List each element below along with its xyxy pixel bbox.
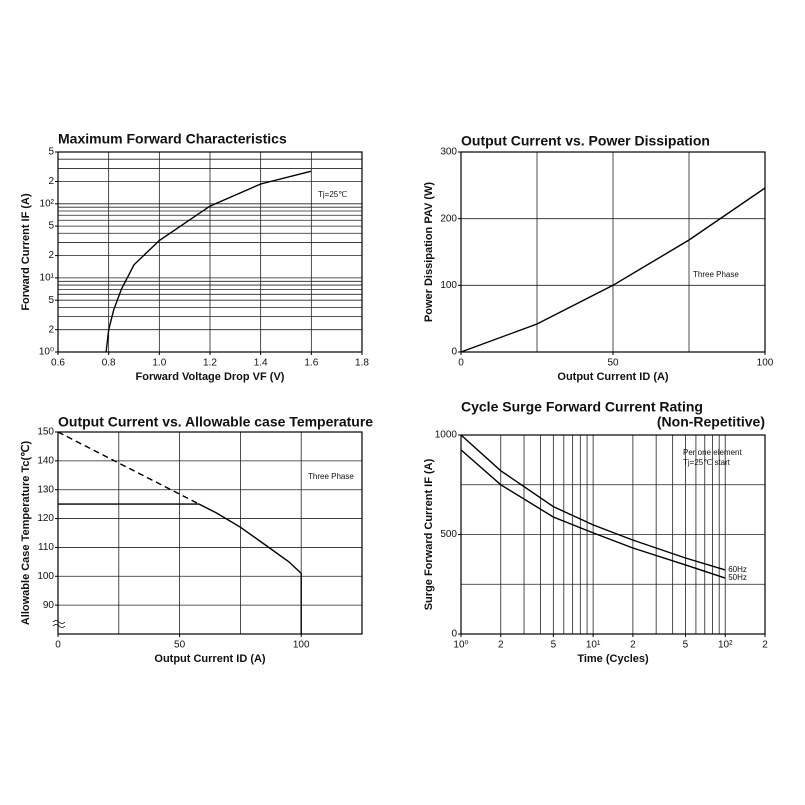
axis-break [52,620,66,628]
chart-title: Maximum Forward Characteristics [58,131,287,147]
y-tick-label: 300 [440,147,457,158]
y-tick-label: 5 [48,221,54,232]
x-axis-label: Output Current ID (A) [154,653,266,665]
y-tick-label: 100 [37,571,54,582]
y-tick-label: 500 [440,529,457,540]
annotation: Three Phase [308,472,354,481]
x-tick-label: 1.6 [304,358,318,369]
x-tick-label: 0 [458,358,464,369]
plot-frame [57,431,363,635]
y-axis-label: Allowable Case Temperature Tc(℃) [20,441,32,626]
y-tick-label: 110 [38,542,54,553]
series-label: 50Hz [728,573,747,582]
x-tick-label: 2 [762,640,768,651]
y-tick-label: 2 [48,176,54,187]
x-tick-label: 0.8 [102,358,116,369]
x-tick-label: 2 [498,640,504,651]
x-tick-label: 50 [174,640,186,651]
annotation: Tj=25℃ start [683,458,731,467]
y-axis-label: Power Dissipation PAV (W) [423,182,435,322]
y-tick-label: 140 [37,455,54,466]
x-tick-label: 1.8 [355,358,369,369]
x-tick-label: 1.4 [254,358,268,369]
chart-title: Cycle Surge Forward Current Rating [461,399,703,415]
y-tick-label: 120 [37,513,54,524]
y-tick-label: 5 [48,147,54,158]
x-tick-label: 50 [607,358,619,369]
annotation: Per one element [683,448,742,457]
series-line [58,503,302,634]
x-tick-label: 2 [630,640,636,651]
series-line [460,449,726,579]
y-tick-label: 0 [451,629,457,640]
x-tick-label: 5 [683,640,689,651]
series-line [460,434,726,571]
x-tick-label: 0.6 [51,358,65,369]
x-tick-label: 10² [718,640,733,651]
y-tick-label: 2 [48,250,54,261]
y-tick-label: 1000 [435,430,458,441]
chart-title: Output Current vs. Power Dissipation [461,133,710,149]
y-tick-label: 2 [48,324,54,335]
y-tick-label: 150 [37,427,54,438]
x-tick-label: 10¹ [586,640,601,651]
series-label: 60Hz [728,565,747,574]
chart-subtitle: (Non-Repetitive) [657,414,765,430]
x-axis-label: Output Current ID (A) [557,371,669,383]
x-tick-label: 1.0 [152,358,166,369]
annotation: Three Phase [693,270,739,279]
x-tick-label: 100 [757,358,774,369]
series-line [57,431,200,505]
y-axis-label: Forward Current IF (A) [20,193,32,311]
x-axis-label: Time (Cycles) [577,653,649,665]
y-tick-label: 0 [451,347,457,358]
x-tick-label: 0 [55,640,61,651]
y-tick-label: 10¹ [40,273,55,284]
chart-title: Output Current vs. Allowable case Temper… [58,414,373,430]
y-tick-label: 100 [440,280,457,291]
x-tick-label: 1.2 [203,358,217,369]
y-tick-label: 130 [37,484,54,495]
x-axis-label: Forward Voltage Drop VF (V) [136,371,285,383]
x-tick-label: 100 [293,640,310,651]
y-tick-label: 90 [43,600,55,611]
y-tick-label: 10² [40,198,55,209]
y-axis-label: Surge Forward Current IF (A) [423,458,435,610]
y-tick-label: 200 [440,213,457,224]
series-line [105,170,312,353]
y-tick-label: 10⁰ [39,347,54,358]
x-tick-label: 5 [551,640,557,651]
annotation: Tj=25℃ [318,190,347,199]
y-tick-label: 5 [48,295,54,306]
series-line [460,187,766,353]
x-tick-label: 10⁰ [453,640,468,651]
